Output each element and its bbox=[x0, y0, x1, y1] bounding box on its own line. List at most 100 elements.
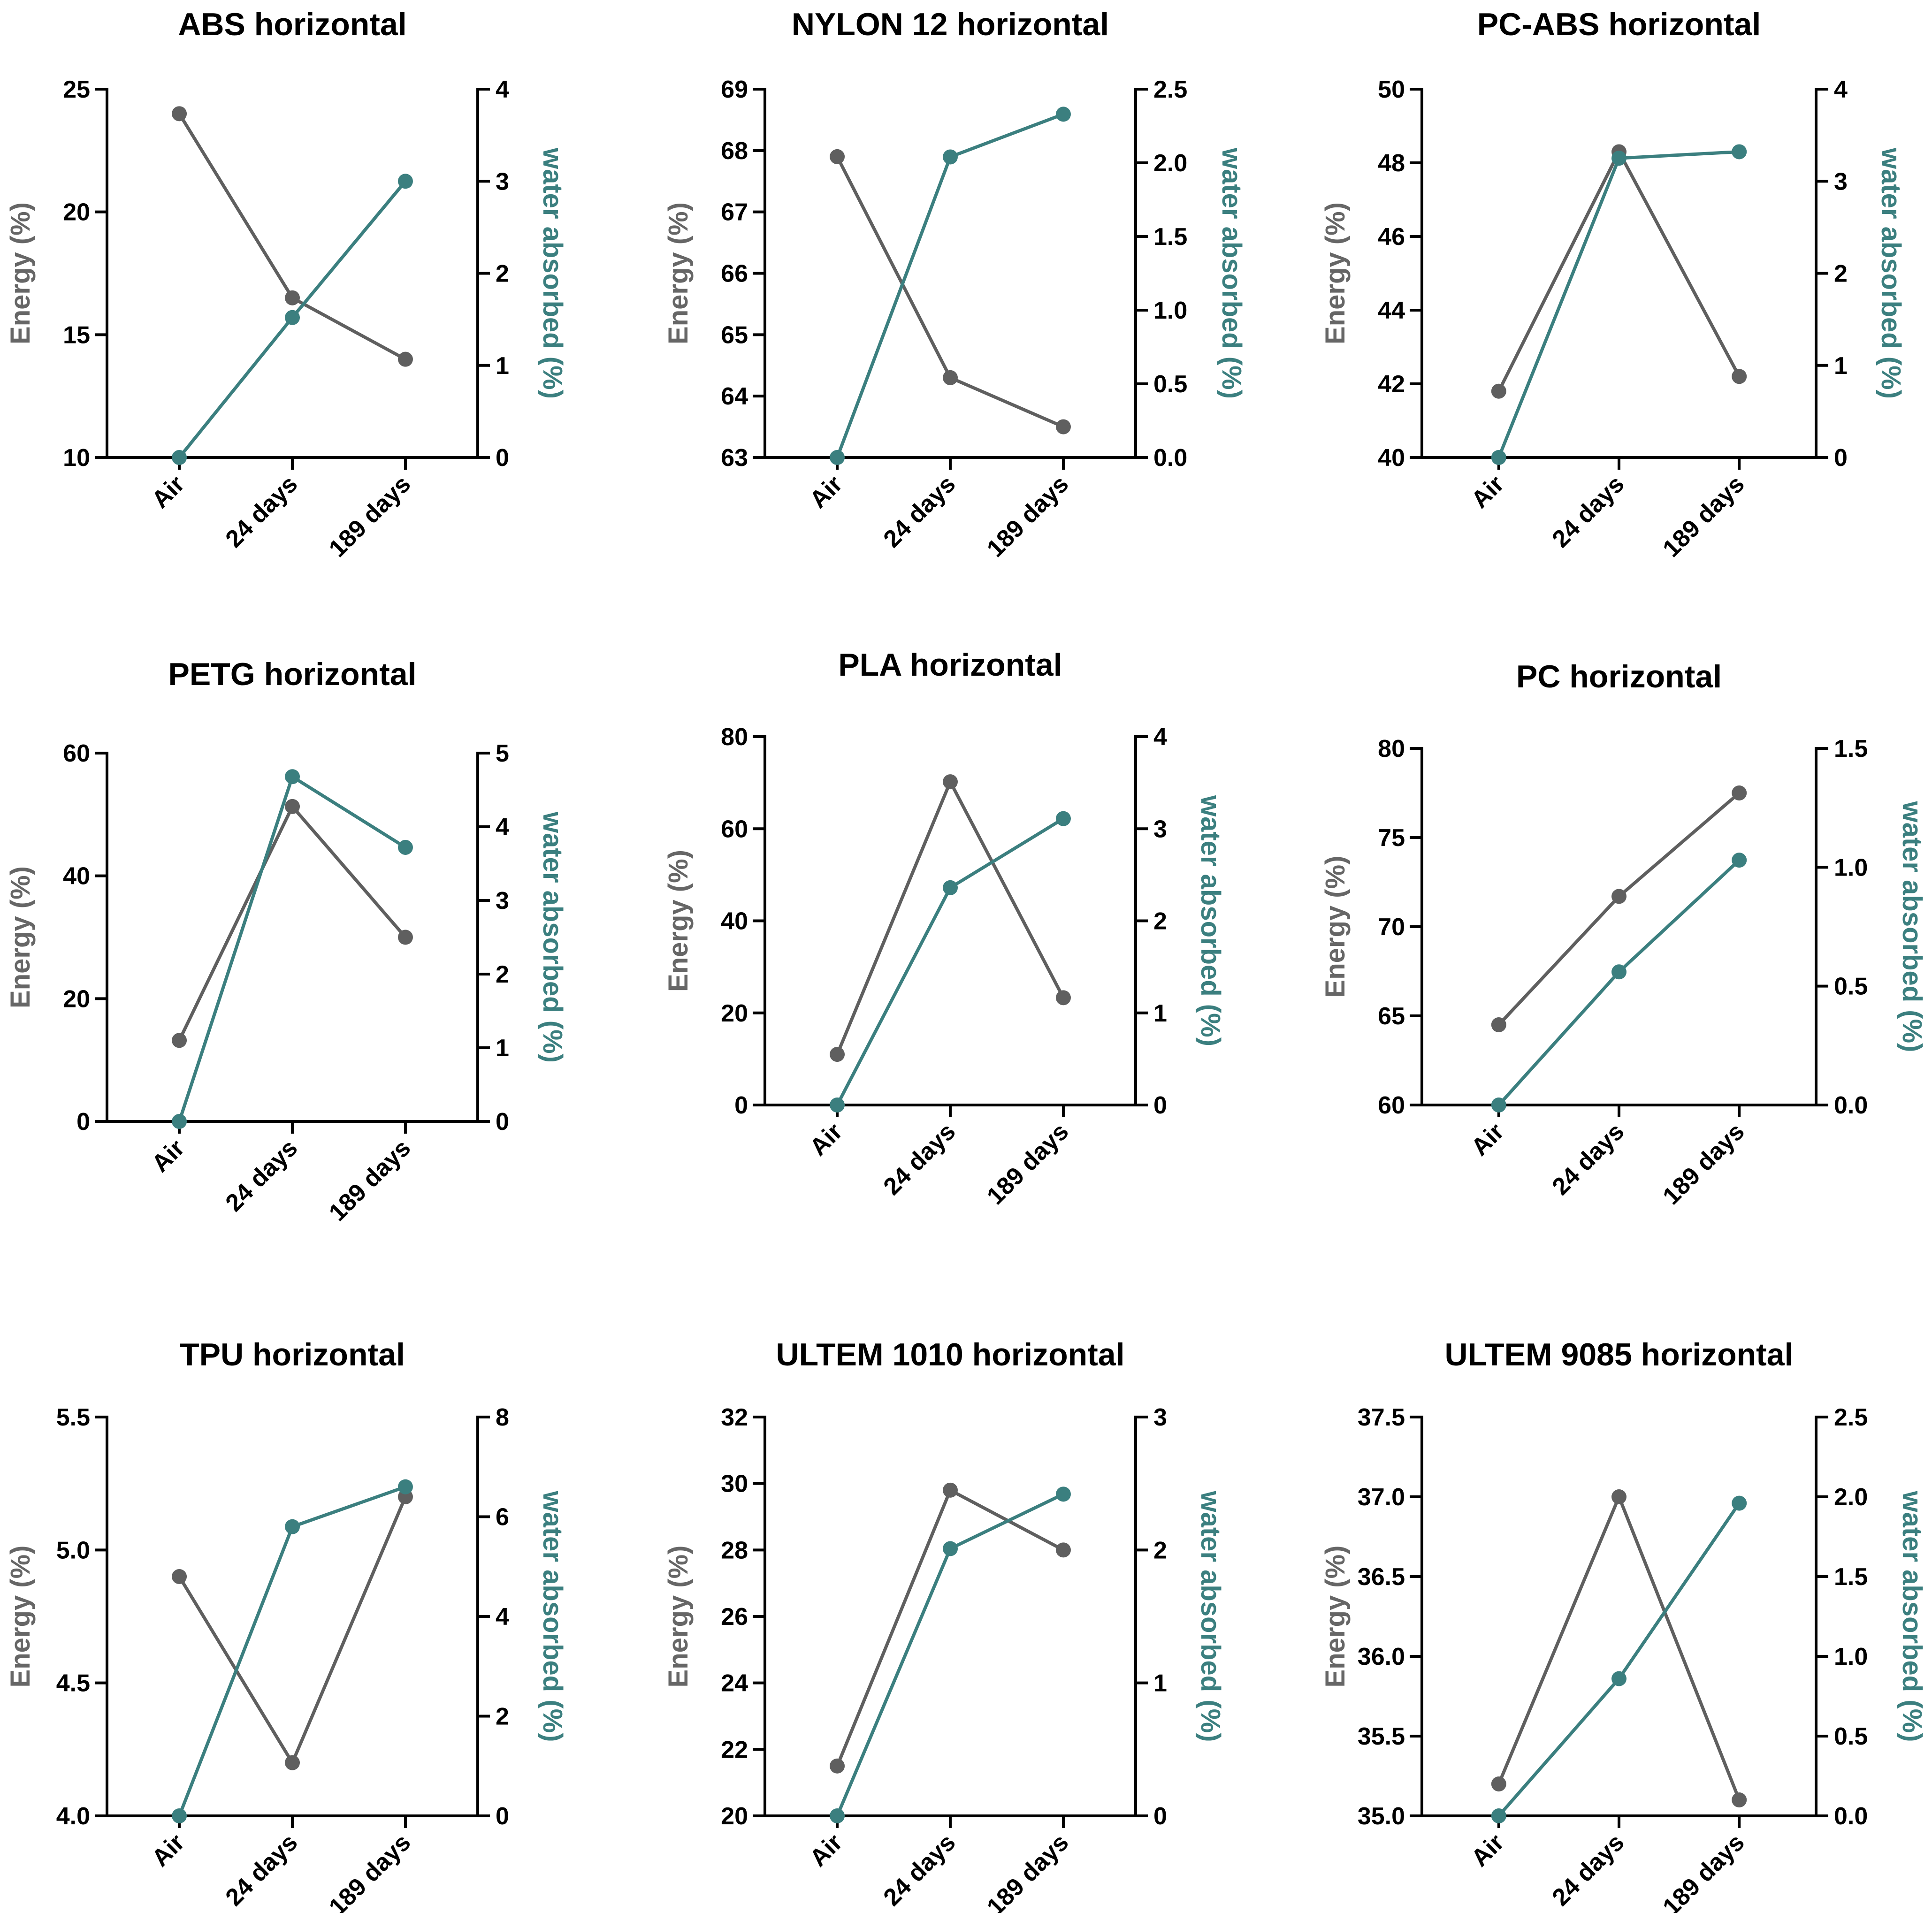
right-y-tick-label: 0 bbox=[496, 444, 509, 472]
right-y-tick-label: 0.5 bbox=[1153, 371, 1187, 398]
water-data-point bbox=[943, 880, 958, 895]
energy-data-point bbox=[1732, 1792, 1747, 1807]
water-data-point bbox=[1732, 144, 1747, 160]
left-y-tick-label: 35.5 bbox=[1358, 1723, 1405, 1750]
x-tick-label: Air bbox=[146, 470, 190, 513]
panel-title: PLA horizontal bbox=[838, 647, 1062, 683]
water-data-point bbox=[1611, 964, 1627, 980]
energy-data-point bbox=[830, 1758, 845, 1774]
panel-title: TPU horizontal bbox=[180, 1337, 405, 1372]
right-y-tick-label: 1.5 bbox=[1153, 223, 1187, 251]
left-y-tick-label: 60 bbox=[721, 816, 748, 843]
panel-title: ULTEM 1010 horizontal bbox=[776, 1337, 1124, 1372]
right-axis-title: water absorbed (%) bbox=[1195, 1491, 1226, 1742]
water-data-point bbox=[1732, 853, 1747, 868]
water-data-point bbox=[285, 769, 300, 785]
left-y-tick-label: 70 bbox=[1378, 914, 1405, 941]
panel-title: ABS horizontal bbox=[178, 7, 406, 42]
x-tick-label: 24 days bbox=[878, 470, 961, 553]
energy-data-point bbox=[285, 799, 300, 814]
left-y-tick-label: 37.5 bbox=[1358, 1404, 1405, 1431]
water-data-point bbox=[285, 310, 300, 325]
right-y-tick-label: 3 bbox=[1834, 168, 1848, 195]
left-axis-title: Energy (%) bbox=[5, 866, 36, 1008]
water-data-point bbox=[285, 1519, 300, 1534]
energy-data-point bbox=[285, 290, 300, 305]
left-y-tick-label: 30 bbox=[721, 1471, 748, 1498]
left-y-tick-label: 4.5 bbox=[56, 1670, 90, 1697]
left-axis-title: Energy (%) bbox=[1320, 856, 1351, 998]
left-y-tick-label: 24 bbox=[721, 1670, 748, 1697]
energy-data-point bbox=[172, 106, 187, 122]
right-y-tick-label: 2 bbox=[1834, 260, 1848, 288]
water-data-point bbox=[172, 1114, 187, 1129]
energy-data-point bbox=[172, 1569, 187, 1584]
right-y-tick-label: 1.0 bbox=[1834, 854, 1868, 881]
left-y-tick-label: 60 bbox=[63, 740, 90, 767]
water-data-point bbox=[1611, 151, 1627, 166]
left-y-tick-label: 20 bbox=[63, 985, 90, 1013]
left-y-tick-label: 48 bbox=[1378, 150, 1405, 177]
energy-series-line bbox=[1497, 1495, 1741, 1801]
energy-series-line bbox=[1497, 150, 1741, 392]
right-y-tick-label: 2 bbox=[496, 961, 509, 988]
left-y-tick-label: 68 bbox=[721, 137, 748, 165]
right-y-tick-label: 8 bbox=[496, 1404, 509, 1431]
panel-title: PETG horizontal bbox=[168, 656, 417, 692]
panel-title: PC-ABS horizontal bbox=[1477, 7, 1761, 42]
energy-data-point bbox=[943, 774, 958, 790]
left-y-tick-label: 80 bbox=[1378, 735, 1405, 762]
left-axis-title: Energy (%) bbox=[663, 1546, 694, 1688]
right-y-tick-label: 2.0 bbox=[1834, 1484, 1868, 1511]
energy-series-line bbox=[178, 1496, 407, 1765]
energy-data-point bbox=[1611, 889, 1627, 904]
left-y-tick-label: 4.0 bbox=[56, 1803, 90, 1830]
left-y-tick-label: 75 bbox=[1378, 824, 1405, 852]
chart-panel: PLA horizontal 0 20 40 60 80 0 1 2 3 4 Air 24 days 18… bbox=[663, 647, 1226, 1210]
x-tick-label: 189 days bbox=[982, 470, 1074, 562]
x-tick-label: Air bbox=[1466, 1118, 1509, 1161]
x-tick-label: 189 days bbox=[324, 1134, 416, 1226]
left-axis-title: Energy (%) bbox=[5, 1546, 36, 1688]
right-y-tick-label: 2 bbox=[1153, 1537, 1167, 1564]
water-data-point bbox=[172, 1808, 187, 1823]
left-y-tick-label: 60 bbox=[1378, 1092, 1405, 1119]
left-y-tick-label: 46 bbox=[1378, 223, 1405, 251]
right-y-tick-label: 1 bbox=[1834, 352, 1848, 380]
left-y-tick-label: 10 bbox=[63, 444, 90, 472]
right-y-tick-label: 2.0 bbox=[1153, 150, 1187, 177]
x-tick-label: 189 days bbox=[982, 1118, 1074, 1210]
water-series-line bbox=[1497, 1502, 1741, 1817]
left-y-tick-label: 28 bbox=[721, 1537, 748, 1564]
right-axis-title: water absorbed (%) bbox=[1195, 795, 1226, 1046]
right-y-tick-label: 4 bbox=[496, 76, 509, 103]
panel-title: NYLON 12 horizontal bbox=[792, 7, 1109, 42]
energy-data-point bbox=[1055, 1542, 1071, 1558]
left-y-tick-label: 0 bbox=[734, 1092, 748, 1119]
right-y-tick-label: 2 bbox=[496, 1703, 509, 1730]
right-axis-title: water absorbed (%) bbox=[537, 1491, 568, 1742]
right-y-tick-label: 0 bbox=[1834, 444, 1848, 472]
right-y-tick-label: 6 bbox=[496, 1504, 509, 1531]
right-y-tick-label: 4 bbox=[496, 814, 509, 841]
right-y-tick-label: 3 bbox=[1153, 1404, 1167, 1431]
right-y-tick-label: 0 bbox=[1153, 1803, 1167, 1830]
right-y-tick-label: 1 bbox=[1153, 1670, 1167, 1697]
x-tick-label: 24 days bbox=[878, 1118, 961, 1200]
energy-data-point bbox=[1491, 1017, 1506, 1032]
water-data-point bbox=[397, 174, 413, 189]
water-data-point bbox=[1732, 1495, 1747, 1511]
left-y-tick-label: 36.5 bbox=[1358, 1563, 1405, 1591]
right-y-tick-label: 2 bbox=[1153, 908, 1167, 935]
right-axis-title: water absorbed (%) bbox=[1876, 147, 1906, 399]
water-data-point bbox=[943, 1541, 958, 1556]
energy-data-point bbox=[943, 1482, 958, 1498]
energy-series-line bbox=[1497, 792, 1741, 1026]
right-y-tick-label: 1.5 bbox=[1834, 735, 1868, 762]
x-tick-label: Air bbox=[804, 470, 848, 513]
right-axis-title: water absorbed (%) bbox=[1216, 147, 1247, 399]
left-y-tick-label: 5.0 bbox=[56, 1537, 90, 1564]
left-y-tick-label: 40 bbox=[1378, 444, 1405, 472]
left-y-tick-label: 69 bbox=[721, 76, 748, 103]
water-data-point bbox=[1491, 450, 1506, 465]
